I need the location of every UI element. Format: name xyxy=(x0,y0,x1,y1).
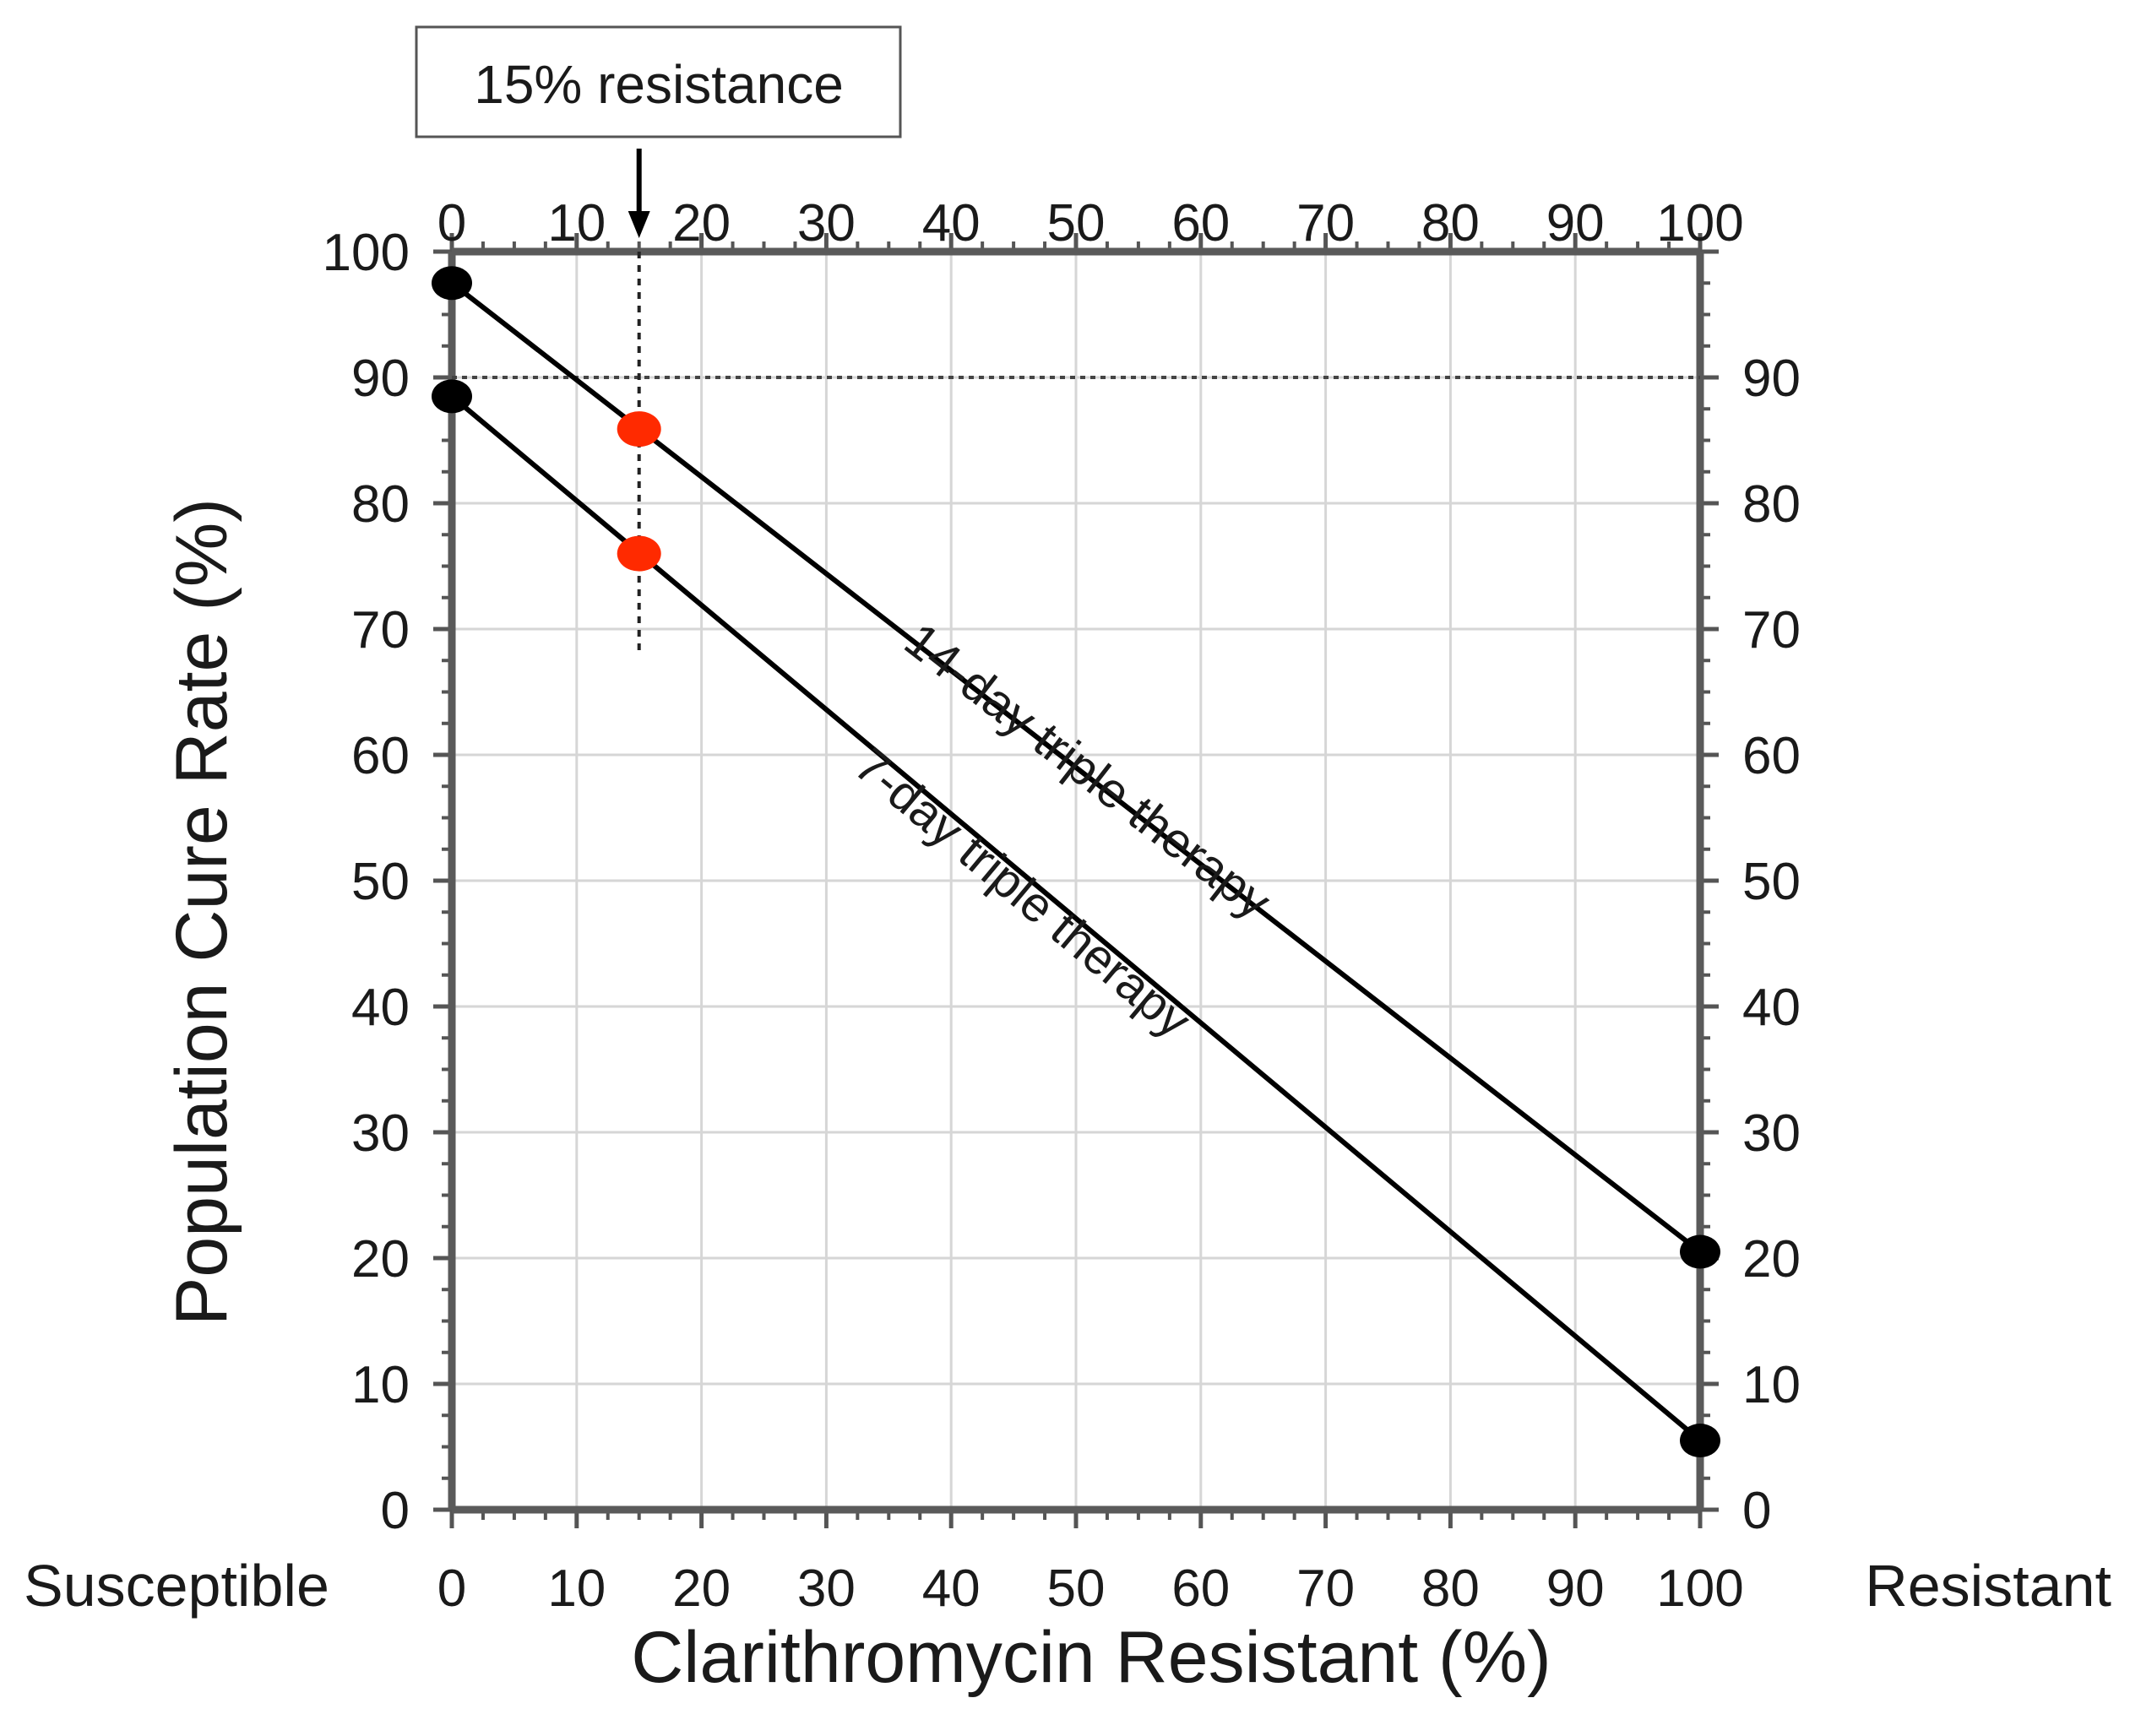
y-right-tick-label: 0 xyxy=(1742,1482,1771,1540)
x-top-tick-label: 10 xyxy=(547,194,606,252)
data-point-7-day xyxy=(1680,1424,1720,1458)
x-bottom-tick-label: 90 xyxy=(1546,1560,1605,1618)
chart-grid xyxy=(452,252,1700,1510)
x-bottom-tick-label: 50 xyxy=(1047,1560,1106,1618)
y-right-tick-label: 30 xyxy=(1742,1104,1801,1163)
x-top-tick-label: 60 xyxy=(1171,194,1230,252)
x-bottom-tick-label: 70 xyxy=(1296,1560,1355,1618)
data-point-14-day xyxy=(432,266,472,301)
highlight-point-7-day xyxy=(617,535,661,572)
x-bottom-tick-label: 100 xyxy=(1656,1560,1743,1618)
y-right-tick-label: 50 xyxy=(1742,853,1801,911)
x-top-tick-label: 100 xyxy=(1656,194,1743,252)
y-left-tick-label: 100 xyxy=(323,224,410,282)
y-right-tick-label: 20 xyxy=(1742,1230,1801,1288)
resistance-annotation: 15% resistance xyxy=(415,25,902,138)
y-left-tick-label: 80 xyxy=(351,475,410,534)
annotation-text: 15% resistance xyxy=(474,54,844,115)
x-bottom-tick-label: 0 xyxy=(437,1560,466,1618)
y-left-tick-label: 10 xyxy=(351,1356,410,1414)
highlight-point-14-day xyxy=(617,411,661,448)
reference-lines xyxy=(452,149,1700,654)
y-left-tick-label: 60 xyxy=(351,727,410,785)
series-lines xyxy=(450,280,1702,1443)
y-left-tick-label: 40 xyxy=(351,979,410,1037)
data-points xyxy=(432,266,1720,1458)
y-right-tick-label: 80 xyxy=(1742,475,1801,534)
y-right-tick-label: 90 xyxy=(1742,350,1801,408)
x-bottom-tick-label: 80 xyxy=(1421,1560,1480,1618)
x-bottom-tick-label: 60 xyxy=(1171,1560,1230,1618)
series-line-14-day xyxy=(450,280,1702,1254)
y-left-tick-label: 90 xyxy=(351,350,410,408)
x-bottom-tick-label: 20 xyxy=(672,1560,731,1618)
y-right-tick-label: 10 xyxy=(1742,1356,1801,1414)
y-right-tick-label: 70 xyxy=(1742,601,1801,659)
y-left-tick-label: 70 xyxy=(351,601,410,659)
x-top-tick-label: 80 xyxy=(1421,194,1480,252)
series-line-7-day xyxy=(450,394,1702,1443)
tick-labels: 0010102020303040405050606070708080909010… xyxy=(323,194,1801,1618)
x-bottom-tick-label: 10 xyxy=(547,1560,606,1618)
annotation-box xyxy=(415,25,902,138)
x-bottom-tick-label: 30 xyxy=(797,1560,856,1618)
x-top-tick-label: 0 xyxy=(437,194,466,252)
x-top-tick-label: 90 xyxy=(1546,194,1605,252)
resistant-label: Resistant xyxy=(1865,1553,2111,1619)
y-left-tick-label: 0 xyxy=(381,1482,410,1540)
y-right-tick-label: 60 xyxy=(1742,727,1801,785)
susceptible-label: Susceptible xyxy=(24,1553,329,1619)
annotation-arrow-head xyxy=(628,211,650,238)
x-top-tick-label: 70 xyxy=(1296,194,1355,252)
y-right-tick-label: 40 xyxy=(1742,979,1801,1037)
x-top-tick-label: 30 xyxy=(797,194,856,252)
x-axis-title: Clarithromycin Resistant (%) xyxy=(631,1617,1551,1698)
x-top-tick-label: 50 xyxy=(1047,194,1106,252)
chart-axes xyxy=(448,247,1704,1514)
x-top-tick-label: 20 xyxy=(672,194,731,252)
y-left-tick-label: 50 xyxy=(351,853,410,911)
y-left-tick-label: 20 xyxy=(351,1230,410,1288)
y-axis-title: Population Cure Rate (%) xyxy=(161,498,242,1326)
x-top-tick-label: 40 xyxy=(922,194,981,252)
y-left-tick-label: 30 xyxy=(351,1104,410,1163)
data-point-7-day xyxy=(432,379,472,414)
data-point-14-day xyxy=(1680,1234,1720,1269)
x-bottom-tick-label: 40 xyxy=(922,1560,981,1618)
